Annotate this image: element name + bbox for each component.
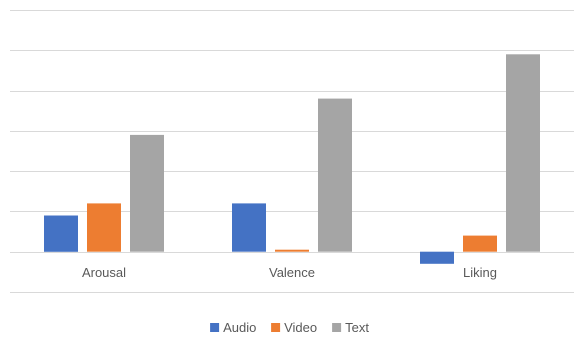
legend-label-video: Video: [284, 320, 317, 335]
legend-label-text: Text: [345, 320, 369, 335]
x-tick-label: Arousal: [82, 265, 126, 280]
legend-swatch-text: [332, 323, 342, 332]
bar-text-liking: [506, 54, 540, 252]
legend-swatch-audio: [210, 323, 220, 332]
legend-swatch-video: [271, 323, 281, 332]
x-axis-labels: Arousal Valence Liking: [82, 265, 497, 280]
bar-video-arousal: [87, 203, 121, 252]
legend: Audio Video Text: [210, 320, 369, 335]
bar-video-liking: [463, 235, 497, 252]
bars: [44, 54, 540, 264]
bar-text-arousal: [130, 134, 164, 252]
bar-audio-arousal: [44, 215, 78, 252]
bar-audio-liking: [420, 251, 454, 264]
x-tick-label: Valence: [269, 265, 315, 280]
bar-text-valence: [318, 98, 352, 252]
bar-video-valence: [275, 249, 309, 252]
x-tick-label: Liking: [463, 265, 497, 280]
bar-audio-valence: [232, 203, 266, 252]
legend-label-audio: Audio: [223, 320, 256, 335]
